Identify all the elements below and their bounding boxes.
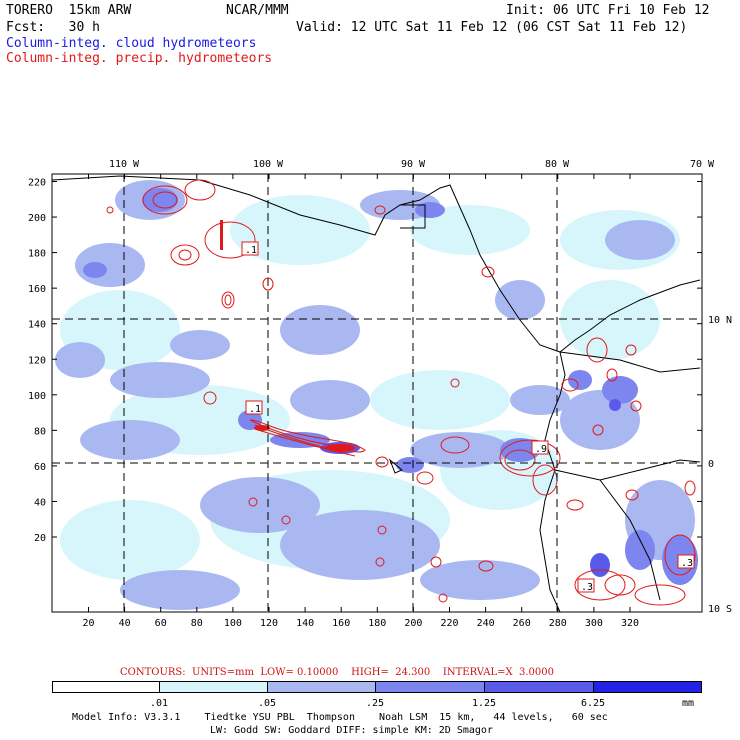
box-label-4: .3 (581, 582, 593, 593)
axis-ticks (52, 174, 702, 612)
colorbar-bin-5 (593, 681, 702, 693)
y-label-20: 20 (34, 533, 46, 544)
model-title: TORERO 15km ARW (6, 3, 132, 18)
lat-lon-grid (52, 174, 702, 612)
y-label-40: 40 (34, 497, 46, 508)
y-label-100: 100 (28, 391, 46, 402)
init-time: Init: 06 UTC Fri 10 Feb 12 (506, 3, 710, 18)
valid-time: Valid: 12 UTC Sat 11 Feb 12 (06 CST Sat … (296, 20, 688, 35)
y-label-180: 180 (28, 249, 46, 260)
x-label-80: 80 (191, 618, 203, 629)
x-label-40: 40 (119, 618, 131, 629)
lon-label-70w: 70 W (690, 159, 715, 170)
forecast-hour: Fcst: 30 h (6, 20, 100, 35)
y-label-200: 200 (28, 213, 46, 224)
contour-info: CONTOURS: UNITS=mm LOW= 0.10000 HIGH= 24… (120, 667, 555, 678)
y-label-140: 140 (28, 320, 46, 331)
lon-label-100w: 100 W (253, 159, 284, 170)
colorbar-bin-1 (159, 681, 268, 693)
colorbar-label-2: .25 (365, 698, 385, 709)
y-label-120: 120 (28, 355, 46, 366)
model-info: Model Info: V3.3.1 Tiedtke YSU PBL Thomp… (72, 712, 608, 723)
x-label-260: 260 (513, 618, 531, 629)
y-label-160: 160 (28, 284, 46, 295)
max-labels: .1 .1 .9 .3 .3 (241, 241, 695, 593)
colorbar-bin-0 (52, 681, 160, 693)
x-label-140: 140 (296, 618, 314, 629)
colorbar-label-1: .05 (257, 698, 277, 709)
x-label-160: 160 (332, 618, 350, 629)
colorbar-label-3: 1.25 (471, 698, 497, 709)
lon-label-90w: 90 W (401, 159, 426, 170)
y-label-220: 220 (28, 178, 46, 189)
colorbar-label-4: 6.25 (580, 698, 606, 709)
x-label-300: 300 (585, 618, 603, 629)
lat-label-10n: 10 N (708, 315, 732, 326)
lat-label-10s: 10 S (708, 604, 732, 615)
lon-label-110w: 110 W (109, 159, 140, 170)
center-title: NCAR/MMM (226, 3, 289, 18)
lat-label-0: 0 (708, 459, 714, 470)
x-label-120: 120 (260, 618, 278, 629)
precip-maxima (220, 220, 355, 452)
colorbar-label-0: .01 (149, 698, 169, 709)
x-label-240: 240 (477, 618, 495, 629)
y-label-80: 80 (34, 426, 46, 437)
x-label-320: 320 (621, 618, 639, 629)
x-label-100: 100 (224, 618, 242, 629)
colorbar-unit: mm (681, 698, 695, 709)
coastlines (52, 175, 701, 612)
field-cloud-label: Column-integ. cloud hydrometeors (6, 36, 257, 51)
x-label-220: 220 (440, 618, 458, 629)
box-label-1: .1 (245, 245, 257, 256)
colorbar-bin-2 (267, 681, 376, 693)
x-label-280: 280 (549, 618, 567, 629)
x-label-20: 20 (82, 618, 94, 629)
box-label-2: .1 (249, 404, 261, 415)
box-label-3: .9 (535, 444, 547, 455)
x-label-180: 180 (368, 618, 386, 629)
x-label-60: 60 (155, 618, 167, 629)
x-label-200: 200 (404, 618, 422, 629)
lon-label-80w: 80 W (545, 159, 570, 170)
model-physics: LW: Godd SW: Goddard DIFF: simple KM: 2D… (210, 725, 493, 736)
box-label-5: .3 (681, 558, 693, 569)
field-precip-label: Column-integ. precip. hydrometeors (6, 51, 273, 66)
y-label-60: 60 (34, 462, 46, 473)
colorbar-bin-3 (375, 681, 485, 693)
colorbar-bin-4 (484, 681, 594, 693)
